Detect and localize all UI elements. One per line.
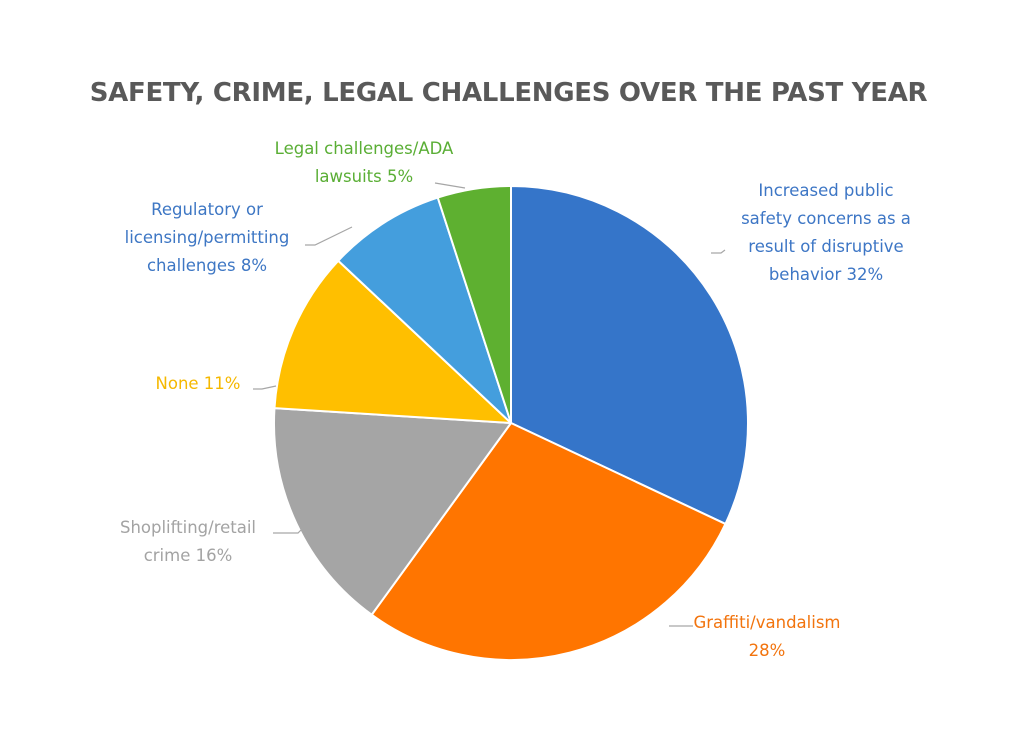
pie-slice-legal-challenges-ada-lawsuits: [436, 185, 512, 424]
pie-slice-regulatory-or-licensing-permitting-challenges: [337, 196, 512, 424]
pie-slice-increased-public-safety-concerns-as-a-result-of-disruptive-behavior: [510, 185, 749, 525]
data-label-none: None 11%: [156, 374, 241, 393]
pie-slice-none: [273, 259, 512, 424]
data-label-legal-challenges-ada-lawsuits: Legal challenges/ADA lawsuits 5%: [275, 139, 454, 186]
pie-slice-shoplifting-retail-crime: [273, 407, 512, 616]
leader-line-none: [253, 385, 277, 390]
leader-line-legal-challenges-ada-lawsuits: [434, 182, 466, 189]
chart-title: SAFETY, CRIME, LEGAL CHALLENGES OVER THE…: [89, 78, 928, 108]
data-label-increased-public-safety-concerns-as-a-result-of-disruptive-behavior: Increased public safety concerns as a resu…: [741, 181, 911, 284]
pie-slice-graffiti-vandalism: [370, 422, 727, 661]
data-label-shoplifting-retail-crime: Shoplifting/retail crime 16%: [120, 518, 256, 565]
leader-line-regulatory-or-licensing-permitting-challenges: [305, 226, 353, 246]
leader-line-shoplifting-retail-crime: [273, 527, 304, 534]
data-label-graffiti-vandalism: Graffiti/vandalism 28%: [693, 613, 840, 660]
leader-line-increased-public-safety-concerns-as-a-result-of-disruptive-behavior: [711, 249, 726, 254]
data-label-regulatory-or-licensing-permitting-challenges: Regulatory or licensing/permitting challen…: [125, 200, 290, 275]
